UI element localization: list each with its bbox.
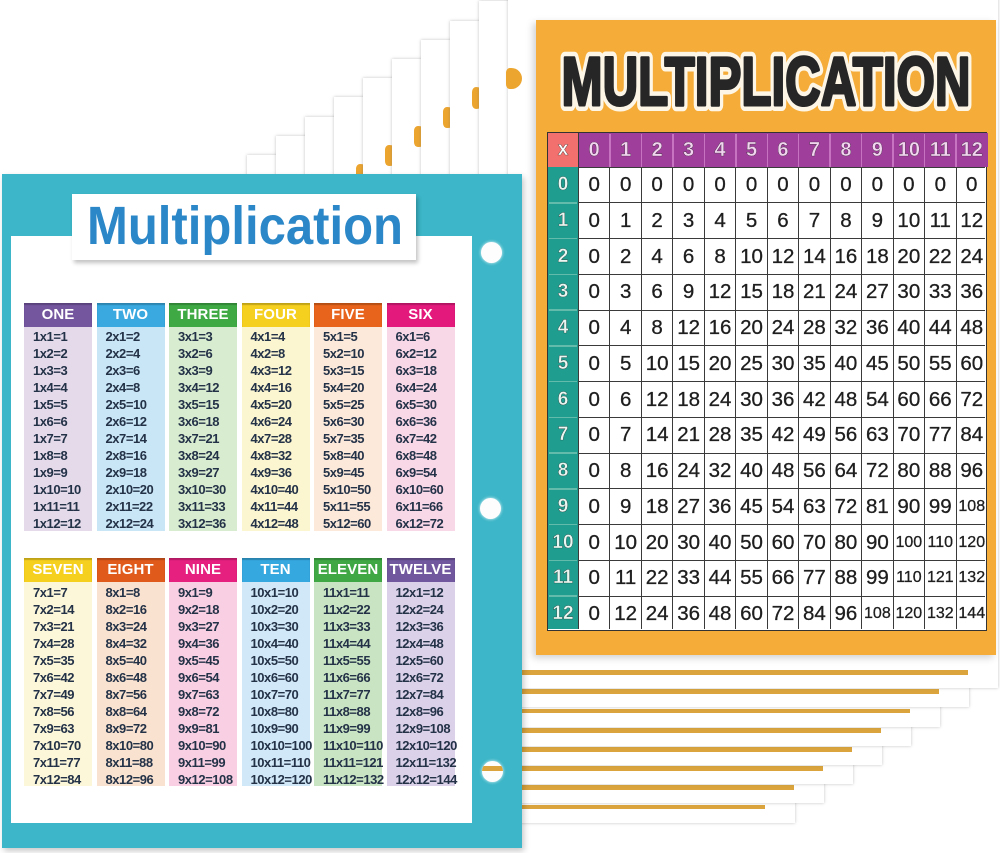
svg-text:MULTIPLICATION: MULTIPLICATION: [562, 43, 971, 120]
svg-text:MULTIPLICATION: MULTIPLICATION: [562, 43, 971, 120]
svg-text:Multiplication: Multiplication: [87, 196, 403, 256]
